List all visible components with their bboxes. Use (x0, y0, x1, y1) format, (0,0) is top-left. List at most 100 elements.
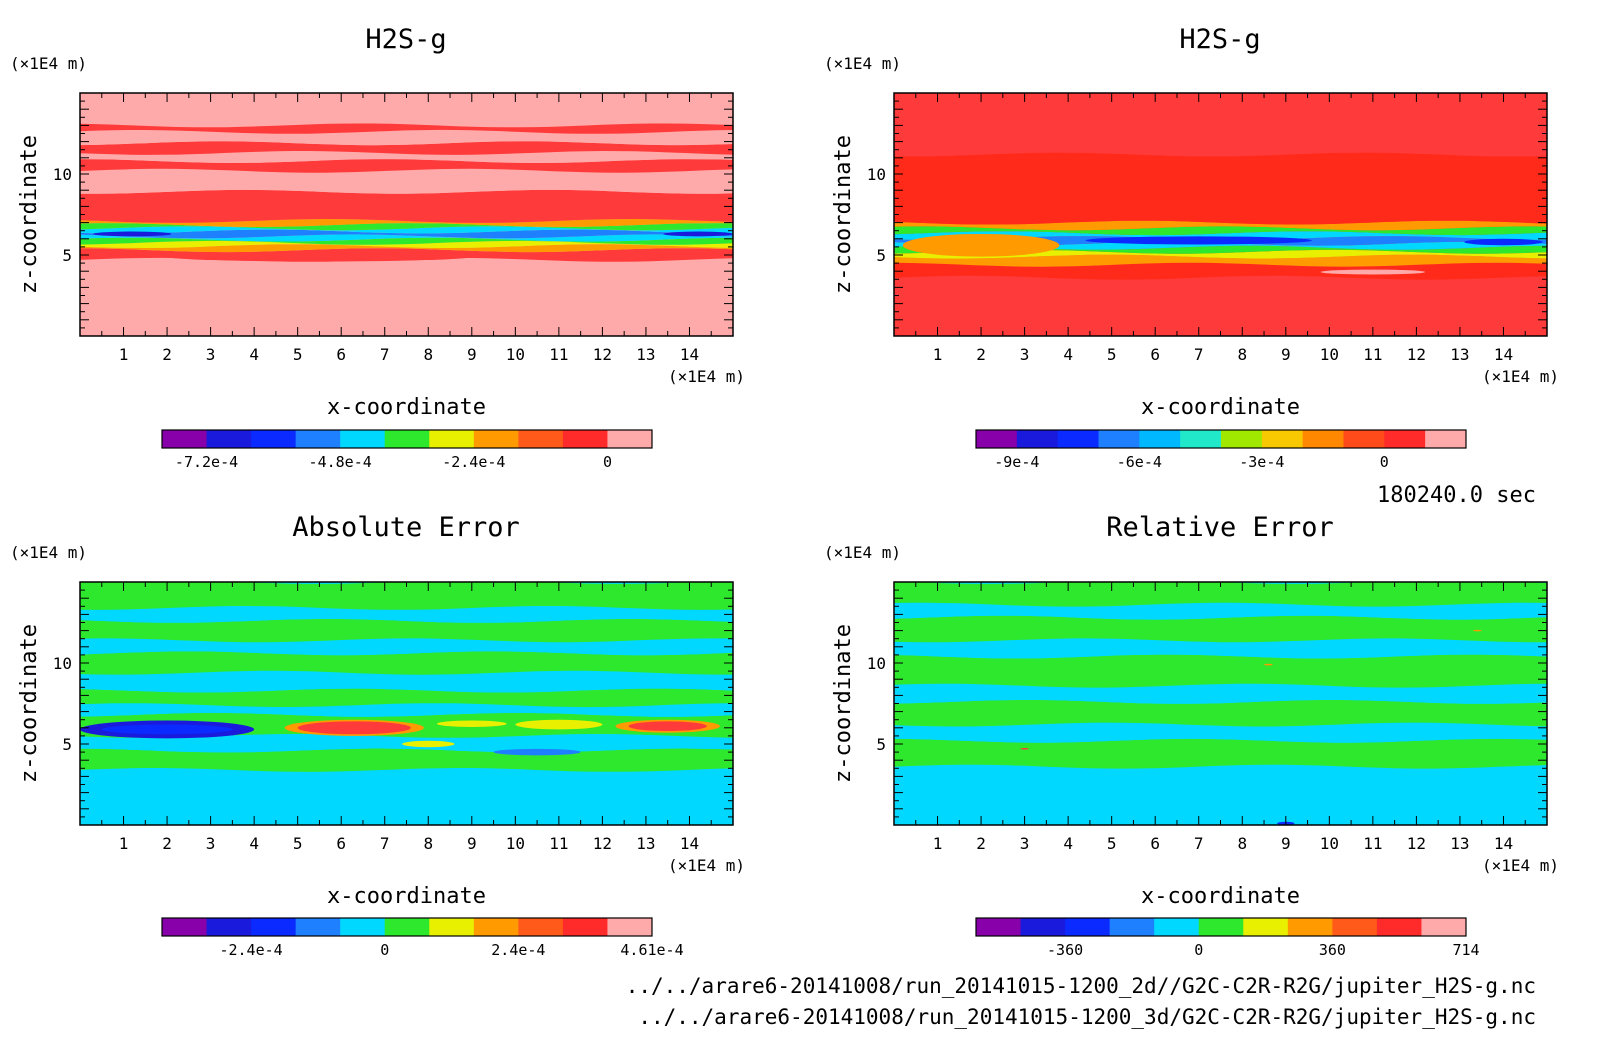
plot-area (80, 582, 733, 825)
x-tick-label: 14 (680, 345, 699, 364)
x-tick-label: 5 (1107, 345, 1117, 364)
x-tick-label: 7 (1194, 345, 1204, 364)
contour-band-9 (80, 223, 733, 231)
colorbar-label: 0 (380, 941, 389, 959)
y-tick-label: 10 (867, 165, 886, 184)
contour-band-10 (80, 618, 733, 643)
x-tick-label: 12 (1407, 834, 1426, 853)
colorbar-swatch (206, 430, 252, 448)
colorbar-frame (161, 429, 653, 449)
colorbar-swatch (1020, 918, 1066, 936)
x-tick-label: 11 (549, 834, 568, 853)
contour-band-10 (894, 220, 1547, 231)
colorbar-label: -4.8e-4 (309, 453, 372, 471)
colorbar-swatch (206, 918, 252, 936)
colorbar-swatch (1154, 918, 1200, 936)
contour-band-9 (80, 638, 733, 656)
colorbar-swatch (473, 430, 519, 448)
contour-band-2 (80, 748, 733, 772)
y-unit-label: (×1E4 m) (824, 543, 901, 562)
x-axis-label: x-coordinate (1141, 395, 1300, 420)
contour-band-5 (80, 703, 733, 717)
contour-band-3 (80, 244, 733, 253)
y-tick-label: 5 (876, 735, 886, 754)
contour-band-11 (80, 189, 733, 223)
contour-band-4 (80, 240, 733, 248)
y-tick-label: 5 (62, 246, 72, 265)
x-tick-label: 9 (467, 345, 477, 364)
colorbar-label: -3e-4 (1239, 453, 1284, 471)
colorbar-label: -6e-4 (1117, 453, 1162, 471)
colorbar-swatch (562, 430, 608, 448)
y-tick-label: 10 (53, 654, 72, 673)
colorbar-swatch (562, 918, 608, 936)
contour-band-8 (80, 226, 733, 234)
contour-feature-2 (101, 724, 233, 735)
colorbar: -7.2e-4 -4.8e-4 -2.4e-4 0 (161, 429, 653, 471)
x-tick-label: 8 (423, 345, 433, 364)
colorbar-frame (975, 429, 1467, 449)
contour-band-8 (894, 615, 1547, 643)
contour-band-12 (80, 168, 733, 194)
contour-band-10 (80, 219, 733, 227)
y-axis-label: z-coordinate (831, 135, 856, 294)
x-tick-label: 8 (423, 834, 433, 853)
contour-feature-2 (663, 231, 733, 237)
contour-band-1 (894, 764, 1547, 825)
x-tick-label: 11 (1363, 834, 1382, 853)
colorbar-label: 4.61e-4 (620, 941, 683, 959)
y-tick-label: 10 (53, 165, 72, 184)
colorbar: -2.4e-4 0 2.4e-4 4.61e-4 (161, 917, 684, 959)
contour-band-8 (80, 651, 733, 675)
contour-band-13 (80, 159, 733, 173)
x-tick-label: 13 (1450, 834, 1469, 853)
contour-feature-6 (515, 719, 603, 730)
colorbar-swatch (976, 918, 1022, 936)
colorbar-swatch (1098, 430, 1140, 448)
colorbar-swatch (1302, 430, 1344, 448)
y-tick-label: 10 (867, 654, 886, 673)
contour-feature-3 (167, 251, 472, 262)
contour-band-6 (894, 654, 1547, 688)
colorbar-swatch (1384, 430, 1426, 448)
colorbar-swatch (607, 430, 653, 448)
x-tick-label: 5 (293, 834, 303, 853)
colorbar-swatch (518, 430, 564, 448)
contour-band-4 (894, 249, 1547, 259)
y-unit-label: (×1E4 m) (10, 54, 87, 73)
contour-feature-4 (1472, 629, 1482, 632)
plot-area (894, 93, 1547, 336)
x-tick-label: 11 (1363, 345, 1382, 364)
contour-band-16 (80, 129, 733, 146)
x-tick-label: 3 (1020, 834, 1030, 853)
x-tick-label: 14 (1494, 834, 1513, 853)
colorbar-label: 360 (1319, 941, 1346, 959)
colorbar-swatch (251, 918, 297, 936)
contour-band-2 (894, 738, 1547, 769)
x-tick-label: 3 (206, 834, 216, 853)
colorbar-swatch (1332, 918, 1378, 936)
x-tick-label: 3 (1020, 345, 1030, 364)
x-tick-label: 12 (593, 345, 612, 364)
colorbar-swatch (1139, 430, 1181, 448)
colorbar: -360 0 360 714 (975, 917, 1480, 959)
x-tick-label: 12 (593, 834, 612, 853)
colorbar-swatch (1425, 430, 1467, 448)
colorbar-swatch (1243, 918, 1289, 936)
contour-band-5 (894, 245, 1547, 254)
x-tick-label: 14 (1494, 345, 1513, 364)
contour-band-15 (80, 141, 733, 155)
contour-band-9 (894, 602, 1547, 620)
contour-band-3 (894, 254, 1547, 267)
contour-band-6 (80, 234, 733, 242)
colorbar-swatch (295, 430, 341, 448)
x-tick-label: 10 (1320, 834, 1339, 853)
contour-band-4 (894, 699, 1547, 727)
x-axis-label: x-coordinate (327, 395, 486, 420)
x-tick-label: 7 (380, 345, 390, 364)
